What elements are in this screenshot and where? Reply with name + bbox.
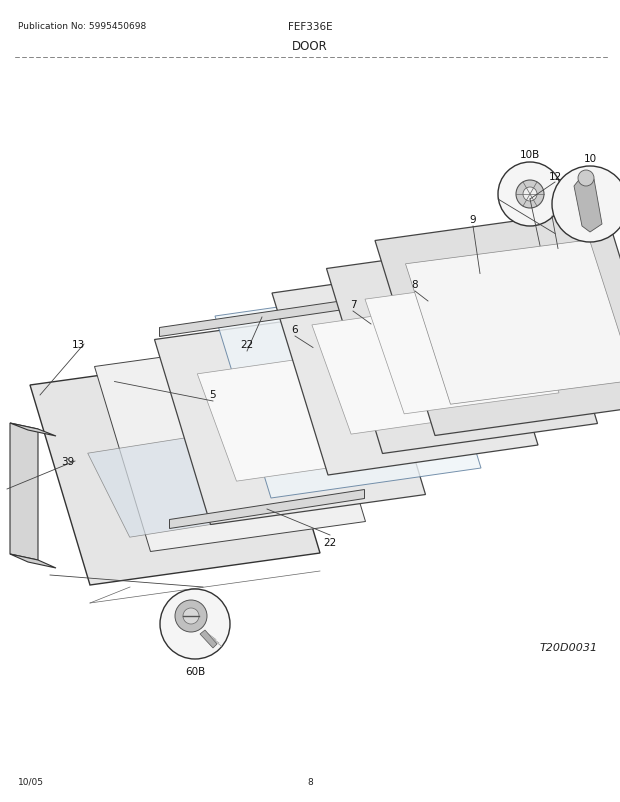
Polygon shape [10, 554, 56, 569]
Text: FEF336E: FEF336E [288, 22, 332, 32]
Text: 60B: 60B [185, 666, 205, 676]
Polygon shape [312, 305, 498, 435]
Polygon shape [272, 264, 538, 476]
Polygon shape [30, 354, 320, 585]
Polygon shape [365, 279, 559, 415]
Text: 10: 10 [583, 154, 596, 164]
Text: 22: 22 [324, 537, 337, 547]
Circle shape [175, 600, 207, 632]
Text: T20D0031: T20D0031 [540, 642, 598, 652]
Text: 8: 8 [412, 280, 418, 290]
Circle shape [183, 608, 199, 624]
Polygon shape [10, 423, 38, 561]
Text: Publication No: 5995450698: Publication No: 5995450698 [18, 22, 146, 31]
Text: 10B: 10B [520, 150, 540, 160]
Circle shape [498, 163, 562, 227]
Polygon shape [169, 490, 365, 529]
Polygon shape [87, 431, 272, 537]
Polygon shape [215, 286, 481, 498]
Text: 39: 39 [61, 456, 74, 467]
Circle shape [160, 589, 230, 659]
Polygon shape [200, 630, 217, 648]
Polygon shape [197, 354, 383, 481]
Polygon shape [405, 241, 620, 405]
Polygon shape [574, 176, 602, 233]
Polygon shape [327, 239, 598, 454]
Circle shape [552, 167, 620, 243]
Text: eReplacementParts.com: eReplacementParts.com [242, 424, 378, 435]
Text: 5: 5 [210, 390, 216, 399]
Text: DOOR: DOOR [292, 40, 328, 53]
Text: 8: 8 [307, 777, 313, 786]
Polygon shape [159, 298, 365, 337]
Text: 13: 13 [71, 339, 84, 350]
Circle shape [578, 171, 594, 187]
Polygon shape [154, 310, 425, 525]
Circle shape [516, 180, 544, 209]
Text: 22: 22 [241, 339, 254, 350]
Polygon shape [94, 337, 366, 552]
Text: 12: 12 [548, 172, 562, 182]
Text: 9: 9 [470, 215, 476, 225]
Circle shape [523, 188, 537, 202]
Polygon shape [10, 423, 56, 436]
Polygon shape [375, 209, 620, 436]
Text: 7: 7 [350, 300, 356, 310]
Text: 6: 6 [291, 325, 298, 334]
Text: 10/05: 10/05 [18, 777, 44, 786]
